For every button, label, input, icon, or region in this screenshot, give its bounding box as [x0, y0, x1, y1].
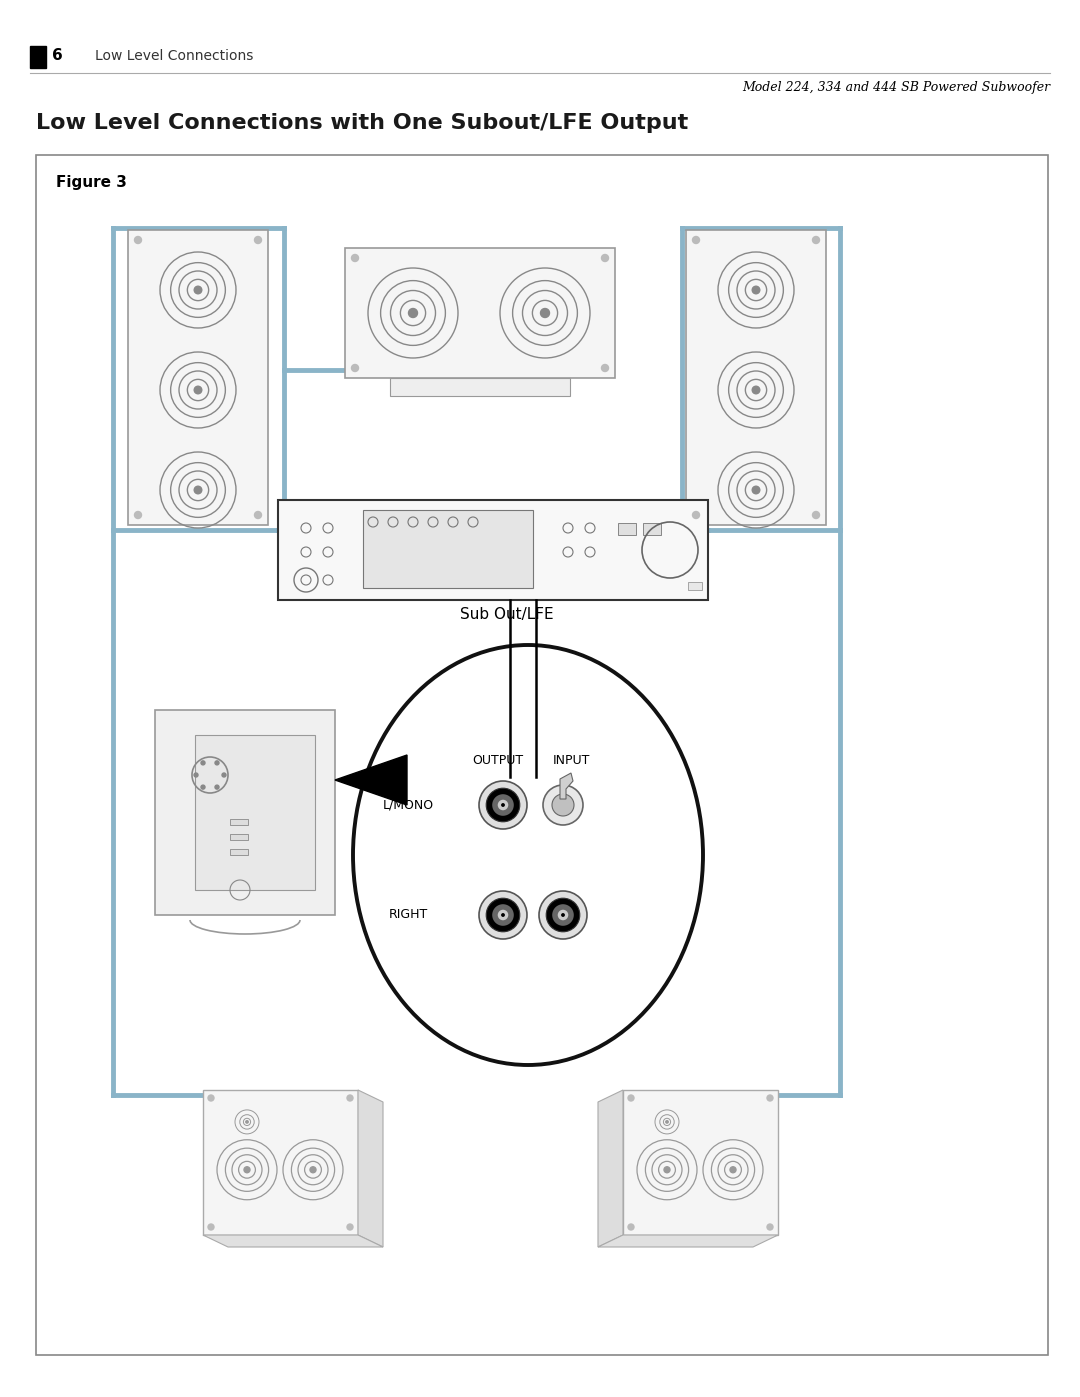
Text: Sub Out/LFE: Sub Out/LFE	[460, 608, 554, 623]
Circle shape	[480, 891, 527, 939]
Circle shape	[752, 286, 760, 293]
Ellipse shape	[353, 645, 703, 1065]
Circle shape	[543, 785, 583, 826]
Circle shape	[347, 1095, 353, 1101]
Circle shape	[539, 891, 588, 939]
Circle shape	[201, 785, 205, 789]
Circle shape	[498, 799, 509, 810]
Bar	[686, 231, 826, 525]
Circle shape	[664, 1166, 670, 1172]
Polygon shape	[357, 1090, 383, 1248]
Text: Figure 3: Figure 3	[56, 175, 126, 190]
Circle shape	[194, 286, 202, 293]
Circle shape	[486, 898, 519, 932]
Circle shape	[501, 914, 505, 916]
Circle shape	[215, 761, 219, 766]
Text: INPUT: INPUT	[552, 753, 590, 767]
Circle shape	[752, 486, 760, 493]
Circle shape	[498, 909, 509, 921]
Circle shape	[222, 773, 226, 777]
Circle shape	[135, 511, 141, 518]
Circle shape	[135, 236, 141, 243]
Bar	[688, 583, 702, 590]
Circle shape	[351, 365, 359, 372]
Circle shape	[215, 785, 219, 789]
Bar	[618, 522, 636, 535]
Polygon shape	[561, 773, 573, 799]
Bar	[390, 379, 570, 395]
Circle shape	[767, 1095, 773, 1101]
Text: Model 224, 334 and 444 SB Powered Subwoofer: Model 224, 334 and 444 SB Powered Subwoo…	[742, 81, 1050, 95]
Polygon shape	[598, 1090, 623, 1248]
Circle shape	[552, 904, 573, 926]
Circle shape	[546, 898, 580, 932]
Circle shape	[812, 236, 820, 243]
Circle shape	[540, 309, 550, 317]
Circle shape	[767, 1224, 773, 1229]
Bar	[156, 710, 335, 915]
Circle shape	[244, 1166, 249, 1172]
Circle shape	[752, 386, 760, 394]
Circle shape	[246, 1120, 248, 1123]
Circle shape	[501, 803, 505, 807]
Circle shape	[194, 486, 202, 493]
Polygon shape	[203, 1235, 383, 1248]
Circle shape	[208, 1095, 214, 1101]
Text: Low Level Connections with One Subout/LFE Output: Low Level Connections with One Subout/LF…	[36, 113, 688, 133]
Circle shape	[812, 511, 820, 518]
Bar	[363, 510, 534, 588]
Circle shape	[486, 788, 519, 821]
Text: RIGHT: RIGHT	[389, 908, 428, 922]
Bar	[203, 1090, 357, 1235]
Bar	[623, 1090, 778, 1235]
Circle shape	[255, 511, 261, 518]
Circle shape	[492, 904, 514, 926]
Circle shape	[730, 1166, 735, 1172]
Circle shape	[255, 236, 261, 243]
Bar	[36, 155, 1048, 1355]
Circle shape	[627, 1095, 634, 1101]
Bar	[278, 500, 708, 599]
Polygon shape	[598, 1235, 778, 1248]
Circle shape	[602, 254, 608, 261]
Bar	[230, 834, 248, 840]
Circle shape	[201, 761, 205, 766]
Text: OUTPUT: OUTPUT	[472, 753, 524, 767]
Text: Low Level Connections: Low Level Connections	[95, 49, 254, 63]
Circle shape	[408, 309, 418, 317]
Circle shape	[194, 773, 198, 777]
Circle shape	[492, 795, 514, 816]
Bar	[129, 231, 268, 525]
Bar	[230, 849, 248, 855]
Bar	[30, 46, 46, 68]
Circle shape	[552, 793, 573, 816]
Bar	[230, 819, 248, 826]
Circle shape	[692, 511, 700, 518]
Circle shape	[692, 236, 700, 243]
Circle shape	[602, 365, 608, 372]
Circle shape	[557, 909, 568, 921]
Circle shape	[351, 254, 359, 261]
Circle shape	[665, 1120, 669, 1123]
Circle shape	[480, 781, 527, 828]
Text: L/MONO: L/MONO	[382, 799, 433, 812]
Circle shape	[562, 914, 565, 916]
Circle shape	[310, 1166, 316, 1172]
Circle shape	[347, 1224, 353, 1229]
Circle shape	[627, 1224, 634, 1229]
Bar	[195, 735, 315, 890]
Bar	[643, 522, 661, 535]
Polygon shape	[335, 754, 407, 805]
Circle shape	[194, 386, 202, 394]
Bar	[345, 249, 615, 379]
Text: 6: 6	[52, 49, 63, 63]
Circle shape	[208, 1224, 214, 1229]
